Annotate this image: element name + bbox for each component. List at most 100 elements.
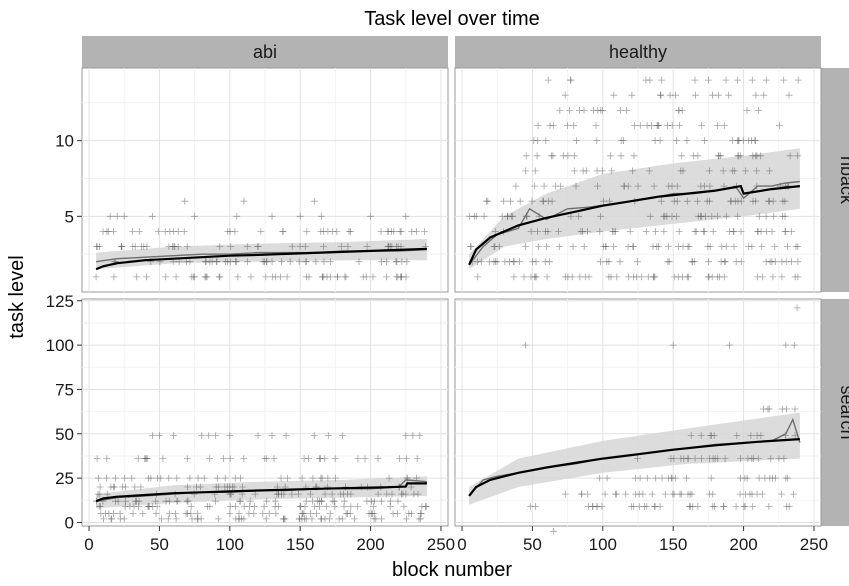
- data-point: [561, 490, 569, 498]
- data-point: [97, 503, 104, 510]
- data-point: [694, 503, 702, 510]
- data-point: [522, 167, 530, 175]
- data-point: [93, 455, 101, 462]
- data-point: [630, 503, 638, 510]
- data-point: [542, 228, 549, 235]
- data-point: [622, 490, 630, 498]
- data-point: [283, 273, 291, 281]
- data-point: [303, 228, 311, 235]
- data-point: [704, 273, 712, 281]
- data-point: [326, 510, 334, 517]
- data-point: [542, 137, 550, 144]
- data-point: [165, 510, 173, 517]
- data-point-outlier: [240, 197, 248, 205]
- data-point: [603, 474, 611, 482]
- data-point: [164, 515, 172, 523]
- data-point-outlier: [170, 432, 177, 439]
- data-point: [347, 503, 355, 510]
- data-point: [675, 243, 682, 250]
- y-tick-label: 50: [55, 425, 74, 444]
- data-point: [415, 515, 423, 523]
- data-point-outlier: [181, 197, 189, 205]
- fitted-curve: [95, 482, 427, 503]
- data-point: [722, 76, 730, 84]
- data-point: [317, 515, 325, 523]
- data-point: [251, 490, 259, 498]
- data-point: [147, 474, 155, 482]
- data-point: [711, 503, 718, 510]
- data-point: [138, 243, 146, 250]
- data-point: [161, 228, 169, 235]
- data-point: [683, 137, 691, 144]
- data-point: [108, 515, 116, 523]
- data-point: [706, 490, 713, 498]
- y-tick-label: 125: [46, 292, 74, 311]
- data-point-outlier: [226, 432, 234, 439]
- data-point: [532, 258, 540, 266]
- data-point: [533, 152, 541, 160]
- data-point: [383, 258, 390, 266]
- data-point: [286, 258, 294, 266]
- data-point: [706, 243, 714, 250]
- data-point-outlier: [339, 432, 346, 439]
- data-point: [758, 243, 766, 250]
- data-point: [417, 510, 425, 517]
- data-point: [544, 76, 552, 84]
- data-point: [107, 483, 115, 491]
- data-point: [608, 167, 616, 175]
- data-point: [257, 228, 265, 235]
- data-point: [378, 497, 385, 505]
- data-point: [354, 503, 362, 510]
- x-tick-label: 150: [659, 535, 687, 554]
- data-point: [730, 243, 738, 250]
- data-point: [645, 167, 653, 175]
- data-point: [522, 243, 529, 250]
- data-point: [665, 243, 672, 250]
- data-point: [103, 455, 111, 462]
- data-point: [597, 212, 604, 220]
- data-point: [642, 228, 650, 235]
- data-point: [188, 515, 196, 523]
- data-point: [244, 258, 251, 266]
- data-point: [222, 258, 229, 266]
- data-point: [377, 228, 385, 235]
- data-point: [632, 474, 639, 482]
- data-point-outlier: [317, 212, 325, 220]
- data-point: [729, 167, 736, 175]
- x-tick-label: 250: [800, 535, 828, 554]
- data-point: [688, 258, 696, 266]
- data-point: [383, 273, 390, 281]
- data-point: [765, 503, 773, 510]
- data-point: [722, 212, 730, 220]
- data-point: [665, 182, 673, 190]
- data-point: [295, 258, 303, 266]
- data-point-outlier: [402, 212, 410, 220]
- data-point: [104, 228, 112, 235]
- data-point: [610, 243, 617, 250]
- data-point: [312, 258, 320, 266]
- data-point: [103, 474, 110, 482]
- data-point: [585, 273, 593, 281]
- data-point-outlier: [522, 341, 529, 349]
- data-point: [396, 455, 403, 462]
- data-point: [403, 258, 411, 266]
- data-point: [706, 167, 713, 175]
- data-point: [720, 122, 728, 129]
- data-point: [170, 243, 178, 250]
- data-point: [288, 490, 296, 498]
- data-point: [157, 474, 165, 482]
- data-point: [186, 474, 194, 482]
- data-point: [374, 455, 382, 462]
- data-point: [557, 182, 565, 190]
- data-point: [543, 243, 550, 250]
- data-point: [232, 503, 239, 510]
- data-point: [354, 455, 362, 462]
- data-point: [683, 474, 690, 482]
- data-point: [617, 107, 624, 114]
- data-point: [385, 474, 393, 482]
- data-point: [262, 273, 270, 281]
- data-point: [173, 497, 181, 505]
- data-point: [781, 197, 789, 205]
- y-tick-label: 5: [65, 207, 74, 226]
- data-point: [714, 212, 721, 220]
